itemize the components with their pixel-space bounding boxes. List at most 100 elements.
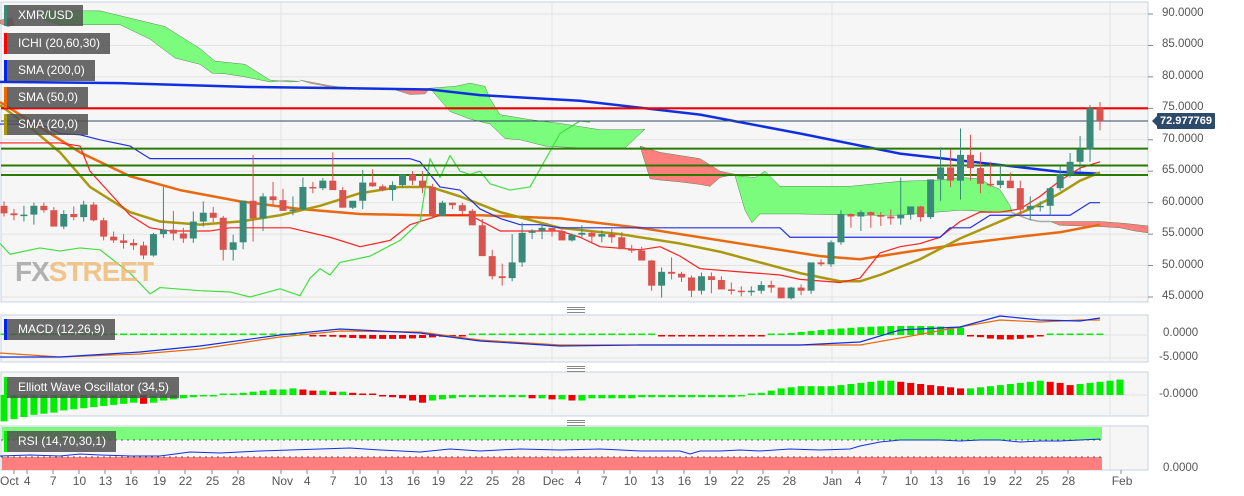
candle[interactable] [1036,205,1044,208]
candle[interactable] [448,202,456,206]
candle[interactable] [40,205,48,211]
candle[interactable] [558,230,566,241]
candle[interactable] [149,234,157,256]
candle[interactable] [199,212,207,222]
candle[interactable] [897,214,905,219]
candle[interactable] [409,174,417,181]
candle[interactable] [259,196,267,219]
candle[interactable] [379,186,387,191]
candle[interactable] [169,229,177,234]
candle[interactable] [299,186,307,210]
candle[interactable] [1016,188,1024,210]
legend-ichi-20-60-30[interactable]: ICHI (20,60,30) [4,33,111,54]
candle[interactable] [737,290,745,293]
candle[interactable] [159,229,167,235]
candle[interactable] [588,232,596,237]
candle[interactable] [927,179,935,218]
candle[interactable] [568,234,576,241]
candle[interactable] [578,232,586,235]
candle[interactable] [986,183,994,186]
candle[interactable] [179,233,187,239]
candle[interactable] [478,225,486,257]
candle[interactable] [139,245,147,256]
candle[interactable] [937,167,945,180]
candle[interactable] [369,182,377,187]
panel-ewo[interactable] [0,371,1149,417]
candle[interactable] [359,182,367,201]
candle[interactable] [598,234,606,237]
candle[interactable] [678,273,686,278]
candle[interactable] [1006,180,1014,189]
candle[interactable] [229,242,237,250]
candle[interactable] [1086,108,1094,150]
candle[interactable] [289,209,297,212]
candle[interactable] [30,205,38,215]
candle[interactable] [548,227,556,231]
candle[interactable] [638,250,646,261]
candle[interactable] [239,200,247,243]
candle[interactable] [628,249,636,251]
legend-rsi[interactable]: RSI (14,70,30,1) [4,431,117,452]
candle[interactable] [488,256,496,277]
candle[interactable] [917,206,925,218]
panel-resize-handle[interactable] [567,420,585,426]
candle[interactable] [707,276,715,281]
candle[interactable] [309,186,317,189]
candle[interactable] [687,277,695,291]
candle[interactable] [697,276,705,291]
candle[interactable] [658,271,666,286]
candle[interactable] [279,200,287,211]
candle[interactable] [538,227,546,231]
panel-macd[interactable] [0,314,1149,363]
candle[interactable] [1056,174,1064,189]
candle[interactable] [867,212,875,216]
candle[interactable] [797,287,805,291]
candle[interactable] [727,289,735,291]
candle[interactable] [80,204,88,218]
candle[interactable] [349,200,357,208]
candle[interactable] [209,212,217,218]
candle[interactable] [468,210,476,226]
candle[interactable] [269,196,277,201]
legend-sma-200-0[interactable]: SMA (200,0) [4,60,95,81]
candle[interactable] [887,216,895,219]
candle[interactable] [418,180,426,187]
candle[interactable] [717,280,725,290]
candle[interactable] [110,236,118,241]
candle[interactable] [100,220,108,237]
candle[interactable] [966,154,974,169]
candle[interactable] [907,206,915,215]
legend-sma-20-0[interactable]: SMA (20,0) [4,114,89,135]
candle[interactable] [668,271,676,274]
candle[interactable] [508,262,516,279]
candle[interactable] [837,213,845,243]
candle[interactable] [976,168,984,184]
legend-ewo[interactable]: Elliott Wave Oscillator (34,5) [4,377,179,398]
candle[interactable] [50,210,58,227]
candle[interactable] [817,262,825,265]
candle[interactable] [996,180,1004,186]
legend-sma-50-0[interactable]: SMA (50,0) [4,87,89,108]
candle[interactable] [847,213,855,217]
candle[interactable] [747,290,755,293]
candle[interactable] [957,154,965,181]
candle[interactable] [0,205,8,214]
candle[interactable] [757,285,765,291]
candle[interactable] [857,212,865,217]
candle[interactable] [70,213,78,218]
candle[interactable] [389,185,397,191]
candle[interactable] [777,287,785,299]
candle[interactable] [130,242,138,246]
legend-xmr-usd[interactable]: XMR/USD [4,5,84,26]
candle[interactable] [120,240,128,243]
candle[interactable] [787,287,795,299]
candle[interactable] [877,215,885,217]
candle[interactable] [329,180,337,191]
legend-macd[interactable]: MACD (12,26,9) [4,319,115,340]
candle[interactable] [60,213,68,227]
candle[interactable] [438,202,446,216]
candle[interactable] [219,217,227,250]
candle[interactable] [189,221,197,239]
candle[interactable] [458,205,466,211]
